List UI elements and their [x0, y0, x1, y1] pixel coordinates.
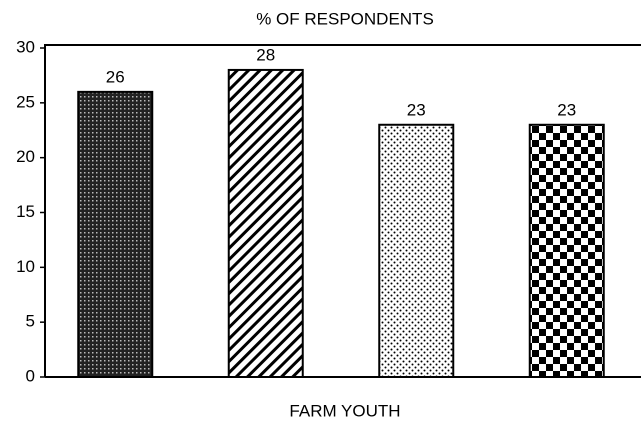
- y-tick-label: 0: [26, 366, 35, 385]
- y-tick-label: 10: [16, 257, 35, 276]
- x-axis-label: FARM YOUTH: [289, 401, 400, 420]
- bar: [227, 68, 304, 379]
- data-label: 28: [256, 45, 275, 64]
- data-label: 23: [407, 100, 426, 119]
- y-tick-label: 15: [16, 202, 35, 221]
- data-label: 26: [106, 67, 125, 86]
- y-tick-label: 25: [16, 92, 35, 111]
- chart-title: % OF RESPONDENTS: [256, 9, 434, 28]
- y-tick-label: 30: [16, 37, 35, 56]
- y-tick-label: 20: [16, 147, 35, 166]
- bar: [528, 123, 605, 379]
- y-tick-label: 5: [26, 312, 35, 331]
- data-label: 23: [557, 100, 576, 119]
- bar: [378, 123, 455, 379]
- bar: [77, 90, 154, 378]
